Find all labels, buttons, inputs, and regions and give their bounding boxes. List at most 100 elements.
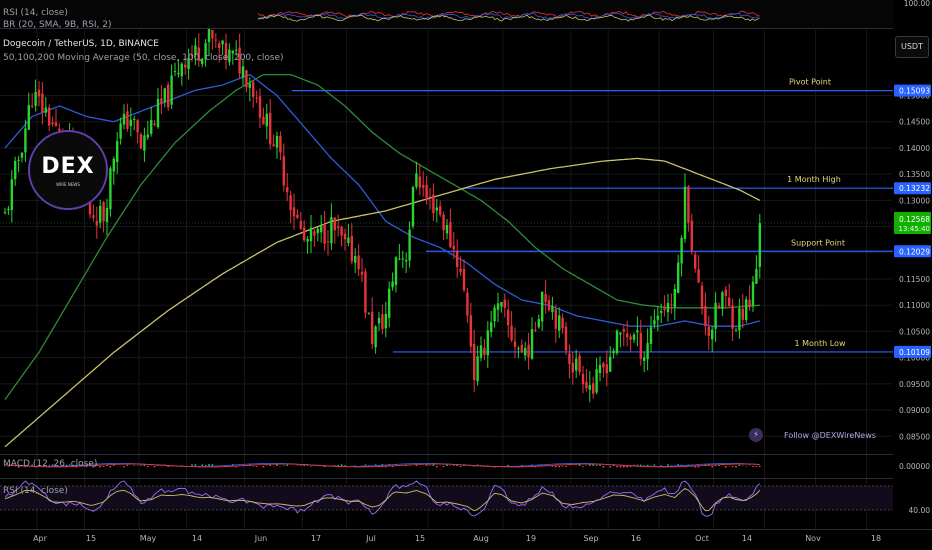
candle[interactable]: [326, 230, 330, 256]
candle[interactable]: [476, 345, 479, 386]
candle[interactable]: [588, 371, 591, 403]
candle[interactable]: [408, 221, 411, 268]
candle[interactable]: [581, 365, 585, 394]
candle[interactable]: [558, 307, 561, 339]
candle[interactable]: [510, 311, 513, 343]
price-axis[interactable]: 0.150000.145000.140000.135000.130000.125…: [893, 0, 932, 550]
candle[interactable]: [10, 170, 13, 223]
candle[interactable]: [136, 119, 139, 144]
candle[interactable]: [653, 309, 656, 329]
candle[interactable]: [731, 298, 734, 341]
candle[interactable]: [357, 243, 360, 277]
candle[interactable]: [513, 327, 517, 358]
candle[interactable]: [435, 198, 438, 223]
candle[interactable]: [592, 376, 595, 399]
candle[interactable]: [401, 250, 404, 269]
candle[interactable]: [248, 77, 251, 102]
candle[interactable]: [102, 201, 105, 233]
candle[interactable]: [748, 285, 751, 312]
candle[interactable]: [146, 120, 149, 141]
candle[interactable]: [224, 33, 228, 70]
candle[interactable]: [456, 239, 459, 278]
candle[interactable]: [306, 236, 309, 254]
candle[interactable]: [3, 207, 7, 215]
candle[interactable]: [493, 304, 496, 328]
candle[interactable]: [711, 325, 714, 353]
candle[interactable]: [109, 166, 112, 217]
candle[interactable]: [660, 303, 663, 324]
candle[interactable]: [486, 321, 489, 368]
candle[interactable]: [48, 104, 51, 132]
candle[interactable]: [218, 40, 221, 63]
candle[interactable]: [479, 336, 483, 362]
candle[interactable]: [27, 92, 30, 131]
candle[interactable]: [551, 296, 554, 320]
candle[interactable]: [425, 176, 428, 205]
candle[interactable]: [602, 361, 605, 378]
candle[interactable]: [755, 255, 758, 284]
candle[interactable]: [585, 368, 588, 392]
candle[interactable]: [371, 297, 374, 350]
candle[interactable]: [241, 59, 245, 86]
candle[interactable]: [524, 341, 527, 361]
candle[interactable]: [17, 156, 20, 173]
candles[interactable]: [3, 27, 761, 403]
candle[interactable]: [296, 209, 299, 220]
candle[interactable]: [473, 329, 476, 393]
candle[interactable]: [350, 223, 353, 265]
candle[interactable]: [432, 183, 435, 222]
candle[interactable]: [704, 292, 707, 336]
candle[interactable]: [666, 293, 670, 322]
candle[interactable]: [636, 316, 639, 347]
candle[interactable]: [629, 333, 632, 352]
candle[interactable]: [469, 302, 472, 354]
candle[interactable]: [422, 171, 425, 197]
candle[interactable]: [177, 59, 180, 78]
candle[interactable]: [384, 301, 387, 338]
candle[interactable]: [517, 346, 520, 359]
candle[interactable]: [394, 256, 398, 293]
candle[interactable]: [139, 132, 143, 150]
candle[interactable]: [728, 283, 731, 308]
candle[interactable]: [238, 33, 241, 79]
candle[interactable]: [598, 356, 602, 382]
candle[interactable]: [418, 163, 421, 196]
candle[interactable]: [119, 117, 122, 145]
time-axis[interactable]: Apr 15 May 14 Jun 17 Jul 15 Aug 19 Sep 16 Oct 14 Nov 18: [0, 529, 932, 544]
currency-button[interactable]: USDT: [895, 36, 929, 58]
candle[interactable]: [24, 119, 27, 163]
candle[interactable]: [289, 190, 292, 224]
candle[interactable]: [255, 90, 258, 104]
candle[interactable]: [683, 173, 687, 243]
candle[interactable]: [680, 235, 683, 277]
candle[interactable]: [292, 193, 296, 230]
candle[interactable]: [500, 301, 503, 313]
candle[interactable]: [180, 62, 183, 86]
candle[interactable]: [184, 57, 187, 75]
candle[interactable]: [707, 315, 710, 351]
rsi-legend[interactable]: RSI (14, close): [3, 486, 68, 496]
candle[interactable]: [360, 258, 364, 283]
candle[interactable]: [442, 211, 445, 241]
candle[interactable]: [112, 156, 115, 185]
candle[interactable]: [541, 291, 544, 331]
candle[interactable]: [615, 329, 619, 356]
candle[interactable]: [316, 227, 319, 242]
candle[interactable]: [262, 107, 265, 125]
candle[interactable]: [7, 205, 10, 215]
candle[interactable]: [14, 156, 17, 186]
candle[interactable]: [690, 213, 693, 255]
candle[interactable]: [381, 304, 384, 335]
candle[interactable]: [452, 231, 455, 260]
candle[interactable]: [561, 313, 564, 334]
candle[interactable]: [411, 185, 415, 229]
candle[interactable]: [343, 228, 347, 251]
candle[interactable]: [303, 220, 306, 243]
candle[interactable]: [388, 281, 391, 328]
candle[interactable]: [439, 200, 442, 217]
candle[interactable]: [337, 214, 340, 237]
candle[interactable]: [527, 332, 530, 370]
candle[interactable]: [340, 225, 343, 247]
candle[interactable]: [626, 320, 629, 347]
candle[interactable]: [700, 281, 704, 315]
